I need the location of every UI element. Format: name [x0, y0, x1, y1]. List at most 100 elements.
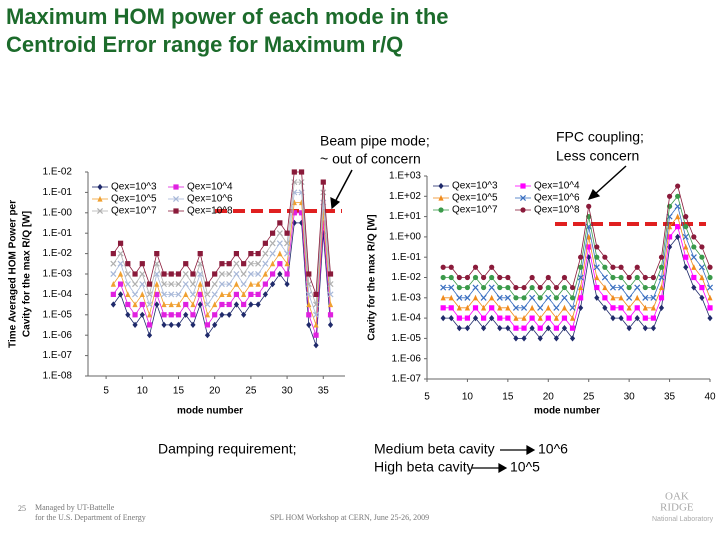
marker: [197, 301, 203, 308]
marker: [650, 284, 657, 291]
marker: [472, 294, 479, 301]
marker: [212, 312, 218, 318]
marker: [226, 281, 233, 288]
note: Less concern: [556, 148, 639, 164]
marker: [489, 315, 495, 322]
marker: [610, 294, 616, 301]
marker: [125, 261, 131, 267]
marker: [161, 271, 167, 277]
marker: [284, 240, 291, 247]
marker: [464, 315, 471, 321]
marker: [682, 233, 689, 240]
marker: [139, 261, 145, 267]
marker: [277, 250, 283, 257]
marker: [211, 291, 218, 298]
marker: [190, 321, 196, 328]
y-tick-label: 1.E-07: [392, 374, 422, 385]
marker: [313, 301, 320, 308]
marker: [519, 194, 527, 202]
marker: [520, 183, 526, 189]
marker: [182, 281, 189, 288]
marker: [204, 311, 211, 318]
legend-label: Qex=10^5: [452, 193, 498, 204]
marker: [226, 270, 233, 278]
marker: [248, 291, 254, 297]
marker: [160, 291, 168, 298]
marker: [306, 301, 312, 308]
marker: [327, 312, 334, 318]
marker: [175, 312, 182, 318]
marker: [683, 214, 689, 220]
x-tick-label: 35: [318, 386, 330, 397]
marker: [521, 295, 527, 301]
x-tick-label: 15: [502, 392, 514, 403]
footer: SPL HOM Workshop at CERN, June 25-26, 20…: [270, 513, 429, 522]
marker: [691, 234, 697, 240]
legend-label: Qex=10^7: [452, 205, 498, 216]
marker: [561, 304, 568, 311]
marker: [197, 251, 203, 257]
marker: [489, 294, 495, 301]
marker: [255, 270, 262, 278]
marker: [132, 312, 138, 318]
marker: [172, 195, 180, 203]
marker: [706, 284, 714, 291]
y-tick-label: 1.E-08: [43, 371, 73, 382]
marker: [233, 260, 240, 267]
marker: [513, 284, 519, 291]
marker: [634, 264, 640, 270]
marker: [327, 281, 334, 288]
marker: [132, 271, 138, 277]
marker: [658, 304, 665, 311]
marker: [139, 311, 145, 318]
marker: [154, 280, 160, 287]
marker: [707, 305, 713, 311]
marker: [440, 305, 446, 311]
marker: [219, 301, 225, 308]
marker: [496, 294, 503, 301]
x-tick-label: 5: [424, 392, 430, 403]
series-line: [443, 225, 711, 329]
legend-label: Qex=10^4: [187, 182, 233, 193]
marker: [161, 301, 167, 308]
marker: [553, 325, 559, 331]
marker: [255, 280, 261, 287]
marker: [255, 260, 262, 267]
marker: [521, 284, 527, 291]
x-tick-label: 10: [137, 386, 149, 397]
marker: [561, 274, 568, 281]
y-tick-label: 1.E-03: [43, 269, 73, 280]
marker: [521, 335, 527, 342]
marker: [707, 264, 713, 270]
x-axis-title: mode number: [177, 406, 243, 417]
legend-label: Qex=10^4: [534, 181, 580, 192]
marker: [553, 295, 559, 301]
marker: [683, 243, 689, 250]
marker: [553, 304, 560, 311]
marker: [197, 291, 203, 297]
marker: [175, 321, 182, 328]
marker: [472, 305, 479, 311]
marker: [168, 281, 175, 288]
marker: [497, 304, 503, 311]
note: Beam pipe mode;: [320, 133, 430, 149]
marker: [456, 274, 462, 281]
page-number: 25: [18, 504, 26, 513]
arrow: [593, 165, 627, 196]
marker: [610, 305, 616, 311]
arrows: [330, 165, 627, 474]
marker: [610, 315, 616, 322]
legend-label: Qex=10^8: [534, 205, 580, 216]
marker: [707, 274, 713, 281]
marker: [529, 315, 535, 321]
marker: [168, 312, 174, 318]
series-line: [443, 195, 711, 299]
marker: [626, 304, 632, 311]
marker: [183, 301, 189, 308]
legend-label: Qex=10^3: [111, 182, 157, 193]
marker: [298, 219, 305, 226]
marker: [610, 264, 616, 270]
marker: [521, 325, 527, 331]
marker: [277, 270, 283, 278]
marker: [190, 301, 196, 308]
